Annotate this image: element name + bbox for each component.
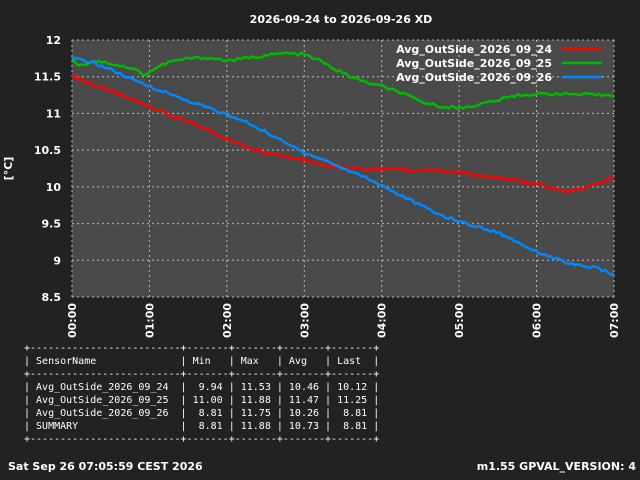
- table-row: | SUMMARY | 8.81 | 11.88 | 10.73 | 8.81 …: [24, 421, 380, 432]
- footer-version: m1.55 GPVAL_VERSION: 4: [476, 460, 636, 473]
- series-line-2: [70, 51, 615, 111]
- y-tick-label: 10: [46, 181, 62, 194]
- series-group: [70, 51, 615, 276]
- table-separator: +-------------------------+-------+-----…: [24, 343, 380, 354]
- y-tick-label: 12: [46, 34, 61, 47]
- table-row: | Avg_OutSide_2026_09_24 | 9.94 | 11.53 …: [24, 382, 380, 393]
- x-tick-label: 06:00: [531, 303, 544, 338]
- chart-title: 2026-09-24 to 2026-09-26 XD: [250, 13, 433, 26]
- y-ticks: 8.5 9 9.5 10 10.5 11 11.5 12: [34, 34, 61, 304]
- legend-label: Avg_OutSide_2026_09_25: [396, 57, 552, 70]
- legend-label: Avg_OutSide_2026_09_26: [396, 71, 552, 84]
- legend-label: Avg_OutSide_2026_09_24: [396, 43, 552, 56]
- table-header: | SensorName | Min | Max | Avg | Last |: [24, 356, 380, 367]
- x-tick-label: 00:00: [66, 303, 79, 338]
- y-tick-label: 9: [53, 254, 61, 267]
- y-tick-label: 11: [46, 107, 61, 120]
- x-tick-label: 02:00: [221, 303, 234, 338]
- table-separator: +-------------------------+-------+-----…: [24, 434, 380, 445]
- series-line-3: [71, 56, 615, 276]
- x-tick-label: 01:00: [143, 303, 156, 338]
- y-axis-label: [°C]: [2, 157, 15, 181]
- y-tick-label: 8.5: [42, 291, 62, 304]
- x-tick-label: 05:00: [453, 303, 466, 338]
- x-tick-label: 03:00: [298, 303, 311, 338]
- table-separator: +-------------------------+-------+-----…: [24, 369, 380, 380]
- y-tick-label: 11.5: [34, 71, 61, 84]
- y-tick-label: 10.5: [34, 144, 61, 157]
- grid: [71, 39, 615, 298]
- footer-timestamp: Sat Sep 26 07:05:59 CEST 2026: [8, 460, 203, 473]
- summary-table: +-------------------------+-------+-----…: [24, 342, 379, 446]
- table-row: | Avg_OutSide_2026_09_25 | 11.00 | 11.88…: [24, 395, 380, 406]
- x-tick-label: 07:00: [608, 303, 621, 338]
- line-chart: 2026-09-24 to 2026-09-26 XD 8.5 9 9.5 10 10.…: [2, 13, 621, 338]
- series-line-1: [71, 74, 615, 194]
- y-tick-label: 9.5: [42, 218, 62, 231]
- legend: Avg_OutSide_2026_09_24Avg_OutSide_2026_0…: [396, 43, 602, 84]
- x-ticks: 00:00 01:00 02:00 03:00 04:00 05:00 06:00 07:00: [66, 303, 621, 338]
- x-tick-label: 04:00: [376, 303, 389, 338]
- table-row: | Avg_OutSide_2026_09_26 | 8.81 | 11.75 …: [24, 408, 380, 419]
